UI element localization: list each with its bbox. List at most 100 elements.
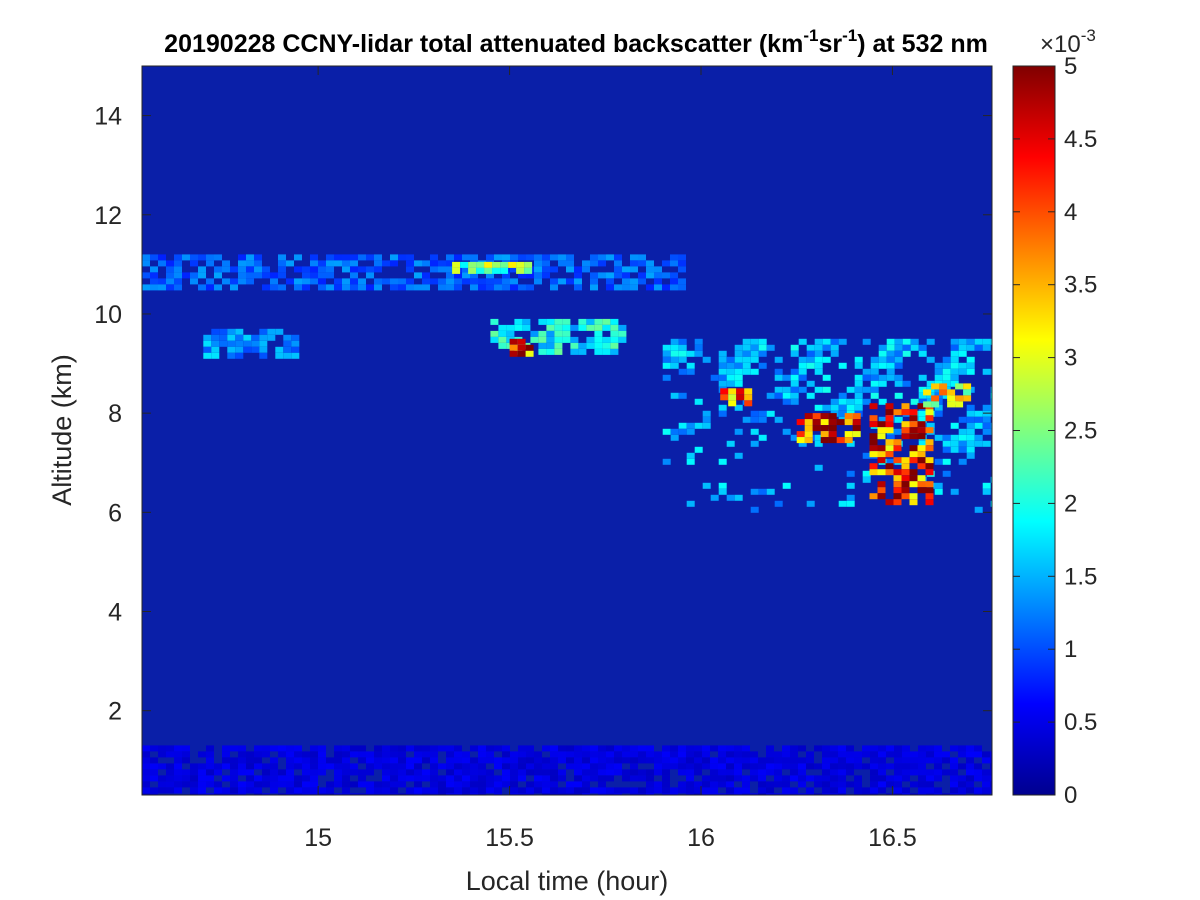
- heatmap-cell: [820, 413, 829, 420]
- heatmap-cell: [238, 278, 246, 285]
- heatmap-cell: [662, 745, 670, 752]
- heatmap-cell: [238, 751, 246, 758]
- heatmap-cell: [558, 787, 566, 794]
- heatmap-cell: [470, 284, 478, 291]
- heatmap-cell: [686, 787, 694, 794]
- heatmap-cell: [918, 793, 926, 795]
- heatmap-cell: [470, 787, 478, 794]
- heatmap-cell: [646, 757, 654, 764]
- heatmap-cell: [886, 368, 895, 375]
- heatmap-cell: [342, 266, 350, 273]
- heatmap-cell: [342, 260, 350, 267]
- heatmap-cell: [506, 330, 515, 337]
- heatmap-cell: [510, 793, 518, 795]
- heatmap-cell: [546, 330, 555, 337]
- y-tick-label: 4: [108, 599, 122, 627]
- heatmap-cell: [654, 284, 662, 291]
- heatmap-cell: [614, 763, 622, 770]
- heatmap-cell: [750, 350, 759, 357]
- heatmap-cell: [662, 356, 671, 363]
- heatmap-cell: [718, 362, 727, 369]
- heatmap-cell: [942, 434, 951, 441]
- heatmap-cell: [966, 763, 974, 770]
- heatmap-cell: [870, 769, 878, 776]
- heatmap-cell: [828, 431, 837, 438]
- heatmap-cell: [718, 775, 726, 782]
- heatmap-cell: [686, 458, 695, 465]
- heatmap-cell: [958, 368, 967, 375]
- heatmap-cell: [736, 394, 745, 401]
- heatmap-cell: [470, 272, 478, 279]
- heatmap-cell: [686, 422, 695, 429]
- heatmap-cell: [878, 763, 886, 770]
- heatmap-cell: [974, 775, 982, 782]
- heatmap-cell: [798, 440, 807, 447]
- heatmap-cell: [318, 757, 326, 764]
- heatmap-cell: [678, 787, 686, 794]
- heatmap-cell: [990, 398, 992, 405]
- heatmap-cell: [726, 793, 734, 795]
- heatmap-cell: [974, 745, 982, 752]
- heatmap-cell: [918, 757, 926, 764]
- heatmap-cell: [414, 757, 422, 764]
- heatmap-cell: [227, 334, 236, 341]
- heatmap-cell: [598, 769, 606, 776]
- heatmap-cell: [966, 769, 974, 776]
- heatmap-cell: [542, 763, 550, 770]
- heatmap-cell: [490, 318, 499, 325]
- heatmap-cell: [278, 284, 286, 291]
- heatmap-cell: [758, 362, 767, 369]
- heatmap-cell: [262, 763, 270, 770]
- heatmap-cell: [686, 751, 694, 758]
- heatmap-cell: [982, 428, 991, 435]
- heatmap-cell: [798, 362, 807, 369]
- heatmap-cell: [182, 781, 190, 788]
- heatmap-cell: [830, 763, 838, 770]
- heatmap-cell: [934, 769, 942, 776]
- heatmap-cell: [790, 745, 798, 752]
- heatmap-cell: [974, 763, 982, 770]
- heatmap-cell: [230, 763, 238, 770]
- heatmap-cell: [806, 757, 814, 764]
- heatmap-cell: [470, 757, 478, 764]
- heatmap-cell: [174, 781, 182, 788]
- heatmap-cell: [574, 284, 582, 291]
- heatmap-cell: [885, 445, 894, 452]
- heatmap-cell: [462, 787, 470, 794]
- heatmap-cell: [886, 763, 894, 770]
- heatmap-cell: [462, 769, 470, 776]
- heatmap-cell: [542, 745, 550, 752]
- heatmap-cell: [430, 745, 438, 752]
- heatmap-cell: [214, 284, 222, 291]
- x-tick-label: 16: [687, 824, 715, 852]
- heatmap-cell: [798, 386, 807, 393]
- heatmap-cell: [974, 410, 983, 417]
- heatmap-cell: [870, 775, 878, 782]
- heatmap-cell: [254, 751, 262, 758]
- heatmap-plot: [141, 65, 993, 796]
- heatmap-cell: [510, 769, 518, 776]
- heatmap-cell: [358, 254, 366, 261]
- heatmap-cell: [446, 278, 454, 285]
- heatmap-cell: [574, 757, 582, 764]
- heatmap-cell: [486, 254, 494, 261]
- heatmap-cell: [630, 254, 638, 261]
- heatmap-cell: [662, 781, 670, 788]
- heatmap-cell: [758, 350, 767, 357]
- heatmap-cell: [782, 386, 791, 393]
- heatmap-cell: [934, 434, 943, 441]
- heatmap-cell: [334, 751, 342, 758]
- heatmap-cell: [406, 745, 414, 752]
- heatmap-cell: [894, 793, 902, 795]
- heatmap-cell: [598, 260, 606, 267]
- heatmap-cell: [452, 267, 461, 274]
- heatmap-cell: [814, 464, 823, 471]
- heatmap-cell: [894, 775, 902, 782]
- heatmap-cell: [910, 757, 918, 764]
- heatmap-cell: [166, 745, 174, 752]
- heatmap-cell: [230, 757, 238, 764]
- heatmap-cell: [893, 493, 902, 500]
- heatmap-cell: [166, 775, 174, 782]
- heatmap-cell: [917, 421, 926, 428]
- heatmap-cell: [230, 278, 238, 285]
